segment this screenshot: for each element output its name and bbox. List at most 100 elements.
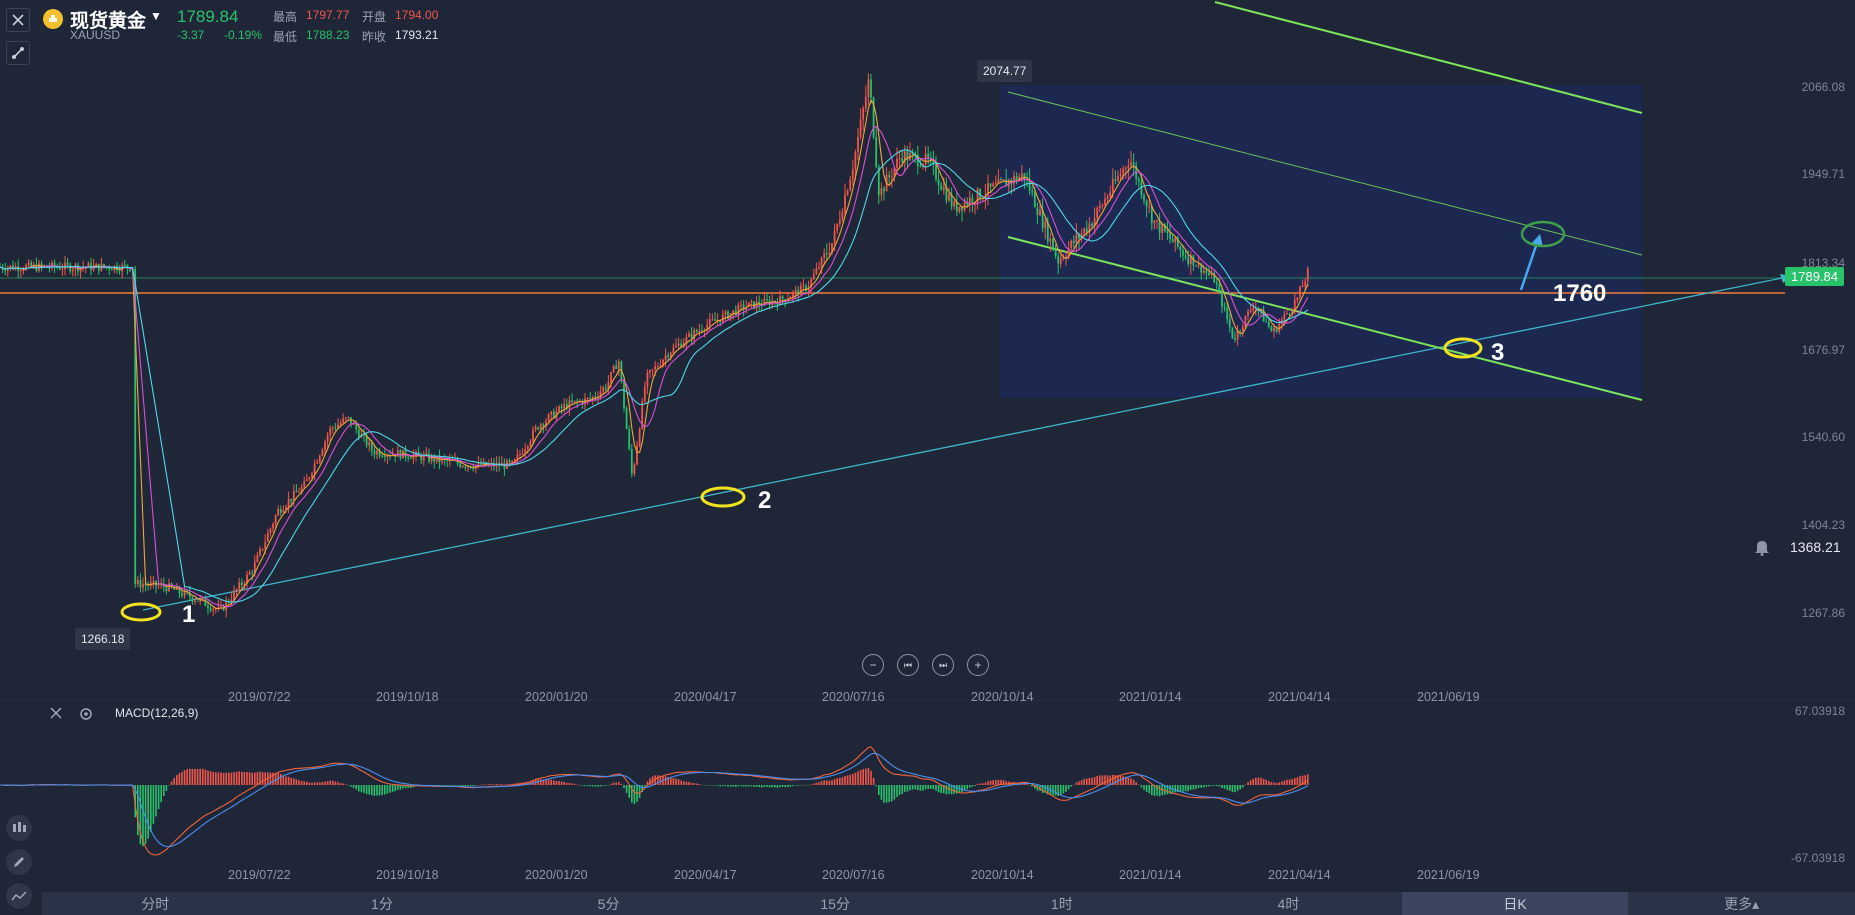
candle-body — [646, 372, 649, 387]
zoom-out-button[interactable]: − — [862, 654, 884, 676]
macd-bar — [1192, 785, 1195, 790]
tab-1hour[interactable]: 1时 — [1050, 895, 1073, 912]
macd-bar — [1002, 780, 1005, 785]
candle-body — [734, 310, 737, 315]
macd-bar — [597, 785, 599, 787]
candle-body — [368, 442, 371, 446]
close-chart-button[interactable] — [6, 8, 30, 32]
macd-bar — [368, 785, 370, 795]
candle-body — [383, 456, 386, 458]
tab-15min[interactable]: 15分 — [820, 895, 850, 912]
macd-bar — [1249, 780, 1252, 785]
tab-daily[interactable]: 日K — [1401, 892, 1629, 915]
tab-timeline[interactable]: 分时 — [141, 895, 170, 912]
candle-body — [524, 449, 527, 454]
candle-body — [259, 548, 261, 556]
candle-body — [1239, 330, 1242, 332]
tab-1min[interactable]: 1分 — [371, 895, 393, 912]
candle-body — [599, 391, 602, 397]
candle-body — [1270, 326, 1273, 332]
candle-body — [724, 311, 727, 315]
candle-body — [477, 462, 480, 466]
macd-bar — [742, 785, 745, 787]
macd-bar — [667, 777, 669, 785]
macd-bar — [1099, 775, 1101, 785]
candle-body — [1169, 233, 1171, 239]
macd-bar — [943, 785, 945, 794]
candle-body — [248, 572, 251, 575]
candle-body — [152, 580, 155, 583]
candle-body — [1023, 173, 1026, 180]
candle-body — [212, 608, 215, 611]
candle-body — [175, 586, 178, 590]
candle-body — [812, 274, 815, 280]
trendline-tool-icon — [12, 47, 24, 59]
draw-pen-button[interactable] — [6, 849, 32, 875]
candle-body — [1044, 221, 1047, 229]
target-arrow — [1519, 239, 1540, 291]
macd-bar — [1257, 777, 1260, 785]
alert-price[interactable]: 1368.21 — [1790, 539, 1841, 555]
candle-body — [950, 194, 953, 207]
candle-body — [149, 582, 152, 586]
indicator-settings-button[interactable] — [79, 707, 93, 726]
draw-tool-button[interactable] — [6, 41, 30, 65]
macd-bar — [220, 772, 222, 785]
candle-body — [110, 269, 113, 271]
macd-bar — [727, 785, 729, 787]
macd-bar — [659, 775, 662, 785]
instrument-dropdown-icon[interactable]: ▼ — [150, 9, 162, 23]
macd-bar — [935, 785, 937, 791]
candle-body — [641, 401, 644, 429]
annotation-level-1760: 1760 — [1553, 280, 1607, 307]
macd-bar — [1044, 785, 1046, 793]
candle-body — [446, 459, 449, 462]
macd-bar — [485, 784, 487, 785]
candle-body — [948, 194, 950, 201]
chart-style-button[interactable] — [6, 883, 32, 909]
macd-bar — [508, 783, 511, 785]
candle-body — [22, 269, 25, 271]
macd-bar — [677, 779, 680, 785]
close-indicator-button[interactable] — [49, 706, 63, 725]
gear-icon — [80, 708, 92, 720]
macd-bar — [1197, 785, 1200, 788]
tab-4hour[interactable]: 4时 — [1277, 895, 1300, 912]
scroll-to-end-button[interactable]: ⏭ — [932, 654, 954, 676]
zoom-in-button[interactable]: + — [967, 654, 989, 676]
macd-bar — [839, 777, 841, 785]
candle-body — [243, 583, 246, 585]
tab-5min[interactable]: 5分 — [597, 895, 620, 912]
date-tick: 2021/04/14 — [1268, 868, 1331, 882]
candle-body — [461, 466, 464, 468]
candle-body — [386, 455, 389, 458]
macd-bar — [399, 785, 402, 790]
candle-body — [256, 555, 259, 563]
macd-bar — [139, 785, 142, 845]
candle-body — [303, 481, 306, 487]
macd-bar — [1184, 785, 1187, 792]
candle-body — [53, 262, 56, 267]
tab-more[interactable]: 更多▴ — [1724, 895, 1760, 912]
candle-body — [937, 179, 940, 186]
macd-bar — [555, 780, 558, 785]
macd-bar — [940, 785, 942, 794]
bell-icon[interactable] — [1754, 538, 1770, 561]
candle-body — [1176, 237, 1179, 247]
macd-bar — [482, 784, 485, 785]
candle-body — [412, 454, 415, 459]
candle-body — [435, 455, 438, 462]
instrument-name[interactable]: 现货黄金 — [70, 11, 147, 32]
candle-body — [677, 343, 680, 346]
scroll-to-start-button[interactable]: ⏮ — [897, 654, 919, 676]
macd-bar — [670, 777, 672, 785]
macd-bar — [1060, 785, 1062, 795]
macd-bar — [1140, 785, 1143, 788]
indicator-tool-button[interactable] — [6, 815, 32, 841]
candle-body — [464, 466, 467, 468]
candle-body — [87, 263, 90, 268]
date-tick: 2020/04/17 — [674, 690, 737, 704]
candle-body — [4, 269, 7, 271]
candle-body — [321, 450, 324, 456]
